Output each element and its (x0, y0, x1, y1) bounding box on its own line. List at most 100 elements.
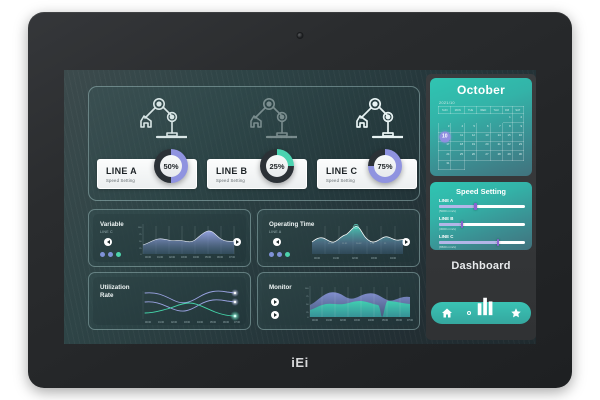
slider-track[interactable] (439, 220, 525, 228)
slider-knob[interactable] (460, 220, 463, 228)
calendar-day[interactable] (476, 114, 490, 123)
pagination-dots[interactable] (100, 252, 121, 257)
dot-2[interactable] (277, 252, 282, 257)
calendar-day[interactable] (490, 114, 502, 123)
slider-line-c[interactable]: LINE C (6500 mm/s) (439, 234, 525, 249)
robot-arm-icon (347, 93, 403, 145)
svg-text:02:00: 02:00 (171, 321, 178, 324)
calendar-week-row: 24 25 26 27 28 29 30 (437, 150, 525, 161)
pagination-dots[interactable] (269, 252, 290, 257)
calendar-weekday-row: SUN MON TUE WED THU FRI SAT (437, 106, 525, 114)
card-monitor: Monitor (257, 272, 420, 330)
line-card-c[interactable]: LINE C Speed Setting 75% (317, 149, 417, 189)
slider-track[interactable] (439, 202, 525, 210)
gauge-line-b: 25% (260, 149, 294, 183)
calendar-panel: October 2021/10 SUN MON TUE WED THU FRI (430, 78, 532, 176)
calendar-day[interactable]: 25 (450, 150, 466, 161)
line-card-a[interactable]: LINE A Speed Setting 50% (97, 149, 197, 189)
dot-1[interactable] (269, 252, 274, 257)
slider-fill (439, 204, 476, 209)
calendar-day[interactable]: 30 (511, 150, 525, 161)
calendar-week-row: 10 11 12 13 14 15 16 (437, 131, 525, 143)
slider-knob[interactable] (474, 202, 477, 210)
calendar-day[interactable]: 8 (501, 122, 513, 133)
calendar-day[interactable]: 26 (464, 150, 477, 161)
calendar-day[interactable]: 31 (437, 159, 452, 171)
svg-text:00:00: 00:00 (145, 321, 152, 324)
calendar-day[interactable]: 16 (511, 131, 525, 143)
calendar-day[interactable] (465, 114, 477, 123)
calendar-day[interactable]: 29 (501, 150, 513, 161)
prev-button[interactable] (273, 238, 281, 246)
card-title: Utilization Rate (100, 284, 130, 300)
slider-unit: (3000 mm/s) (439, 226, 456, 231)
calendar-day[interactable]: 22 (501, 140, 513, 152)
svg-text:11:31: 11:31 (342, 243, 348, 245)
svg-text:07:00: 07:00 (234, 321, 241, 324)
calendar-day[interactable]: 21 (489, 140, 503, 152)
monitor-button-2[interactable] (271, 311, 279, 319)
calendar-day[interactable]: 23 (511, 140, 525, 152)
calendar-day[interactable]: 4 (450, 122, 466, 133)
calendar-day (465, 160, 477, 169)
weekday-tue: TUE (464, 106, 477, 114)
chart-variable: 100 75 50 25 0 00:00 01:00 02:00 03:00 (133, 222, 241, 262)
svg-text:01:00: 01:00 (326, 319, 333, 322)
calendar-day[interactable]: 27 (475, 150, 491, 161)
dot-1[interactable] (100, 252, 105, 257)
svg-text:02:00: 02:00 (340, 319, 347, 322)
next-button[interactable] (233, 238, 241, 246)
svg-text:04:00: 04:00 (197, 321, 204, 324)
calendar-day (502, 160, 512, 169)
calendar-day[interactable]: 19 (464, 140, 477, 152)
calendar-day[interactable]: 18 (450, 140, 466, 152)
gear-icon[interactable] (463, 307, 475, 319)
calendar-day[interactable] (451, 114, 465, 123)
slider-line-a[interactable]: LINE A (5000 mm/s) (439, 198, 525, 213)
slider-line-b[interactable]: LINE B (3000 mm/s) (439, 216, 525, 231)
calendar-day[interactable] (450, 159, 466, 171)
svg-text:06:00: 06:00 (223, 321, 230, 324)
svg-text:03:00: 03:00 (354, 319, 361, 322)
calendar-day-today[interactable]: 10 (437, 131, 452, 143)
dot-2[interactable] (108, 252, 113, 257)
calendar-day[interactable]: 9 (511, 122, 525, 133)
calendar-day[interactable]: 6 (475, 122, 491, 133)
tablet-device: iEi (28, 12, 572, 388)
calendar-day[interactable]: 24 (437, 150, 452, 161)
calendar-day[interactable]: 7 (489, 122, 503, 133)
home-icon[interactable] (441, 307, 453, 319)
gauge-value: 75% (377, 161, 393, 171)
chart-monitor: 100 75 50 25 0 (296, 283, 414, 325)
calendar-day[interactable]: 15 (501, 131, 513, 143)
dot-3[interactable] (116, 252, 121, 257)
bottom-navbar (431, 297, 531, 324)
svg-text:50: 50 (139, 241, 142, 243)
line-card-b[interactable]: LINE B Speed Setting 25% (207, 149, 307, 189)
prev-button[interactable] (104, 238, 112, 246)
slider-track[interactable] (439, 238, 525, 246)
calendar-day[interactable]: 11 (450, 131, 466, 143)
next-button[interactable] (402, 238, 410, 246)
calendar-day[interactable] (439, 114, 451, 123)
monitor-button-1[interactable] (271, 298, 279, 306)
calendar-day[interactable]: 17 (437, 140, 452, 152)
calendar-day[interactable]: 14 (489, 131, 503, 143)
calendar-day[interactable]: 2 (511, 112, 525, 124)
calendar-day[interactable]: 1 (501, 112, 513, 124)
line-subtitle: Speed Setting (216, 178, 245, 183)
dot-3[interactable] (285, 252, 290, 257)
bar-chart-icon[interactable] (475, 295, 497, 317)
calendar-day[interactable]: 20 (475, 140, 491, 152)
calendar-day[interactable]: 13 (475, 131, 491, 143)
card-operating-time: Operating Time LINE A (257, 209, 420, 267)
svg-text:07:00: 07:00 (407, 319, 414, 322)
star-icon[interactable] (510, 307, 522, 319)
calendar-grid[interactable]: SUN MON TUE WED THU FRI SAT (437, 106, 525, 171)
calendar-day[interactable]: 28 (489, 150, 503, 161)
calendar-day[interactable]: 5 (464, 122, 477, 133)
slider-fill (439, 222, 462, 227)
calendar-day[interactable]: 12 (464, 131, 477, 143)
slider-knob[interactable] (496, 238, 499, 246)
weekday-fri: FRI (501, 106, 513, 114)
